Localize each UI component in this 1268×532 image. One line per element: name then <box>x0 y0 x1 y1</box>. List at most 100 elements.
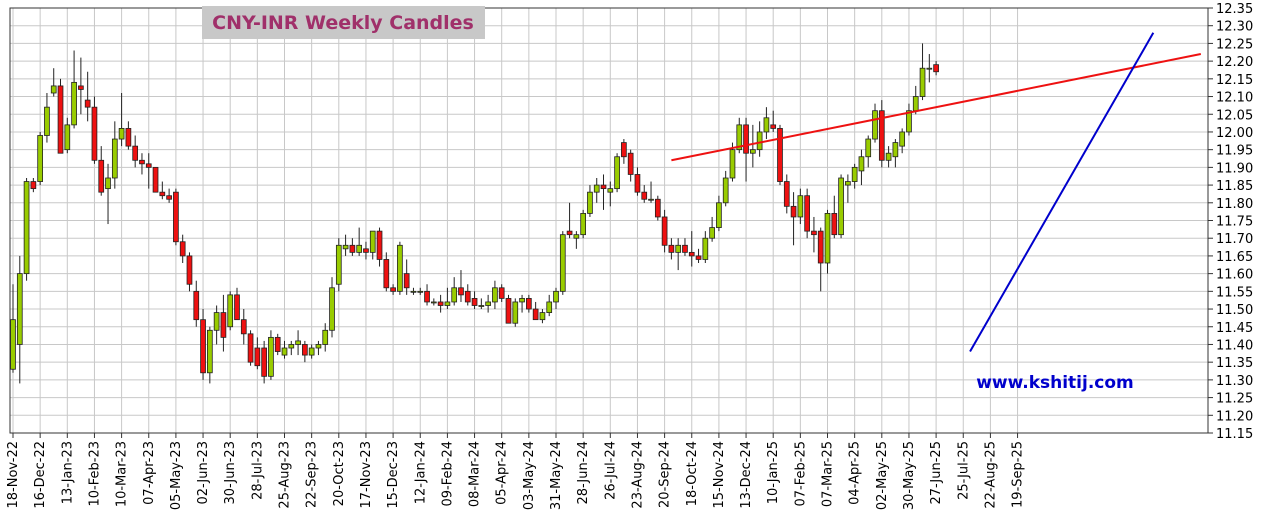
chart-title-background <box>202 6 485 39</box>
candle-body-down <box>505 298 512 324</box>
x-tick-label: 22-Sep-23 <box>305 441 320 508</box>
x-tick-label: 13-Jan-23 <box>60 441 75 504</box>
candle-body-up <box>444 301 451 306</box>
x-tick-label: 10-Mar-23 <box>115 441 130 507</box>
candle-body-up <box>268 336 274 377</box>
candle-body-up <box>573 234 580 239</box>
candle-body-up <box>702 237 709 260</box>
y-tick-label: 11.80 <box>1216 197 1253 212</box>
candle-body-down <box>668 244 675 253</box>
y-tick-label: 11.90 <box>1216 161 1253 176</box>
candle-body-down <box>159 191 166 197</box>
candle-body-up <box>213 312 220 331</box>
candle-body-up <box>23 181 30 275</box>
x-tick-label: 17-Nov-23 <box>359 441 374 509</box>
candle-body-up <box>322 329 329 345</box>
candle-body-down <box>641 191 648 200</box>
candle-body-down <box>274 336 281 352</box>
candle-body-up <box>342 244 349 250</box>
x-tick-label: 19-Sep-25 <box>1011 441 1026 508</box>
candle-body-down <box>261 347 267 377</box>
x-tick-label: 05-May-23 <box>169 441 184 510</box>
y-tick-label: 11.35 <box>1216 356 1253 371</box>
candle-body-down <box>220 312 227 338</box>
y-tick-label: 12.30 <box>1216 20 1253 35</box>
candle-body-up <box>899 131 906 147</box>
candle-body-up <box>885 152 892 161</box>
y-tick-label: 12.05 <box>1216 108 1253 123</box>
candle-body-up <box>10 319 16 370</box>
candle-body-down <box>91 106 98 161</box>
candle-body-down <box>526 298 532 310</box>
candle-body-down <box>179 241 186 257</box>
candle-body-up <box>614 156 620 190</box>
candle-body-down <box>566 230 573 236</box>
candle-body-up <box>553 290 559 303</box>
candle-body-down <box>688 251 695 257</box>
y-tick-label: 11.70 <box>1216 232 1253 247</box>
candle-body-down <box>200 319 206 374</box>
chart-title: CNY-INR Weekly Candles <box>212 12 474 34</box>
y-tick-label: 12.10 <box>1216 91 1253 106</box>
candle-body-up <box>912 96 919 112</box>
candle-body-down <box>376 230 383 260</box>
candle-body-up <box>281 347 288 356</box>
x-tick-label: 07-Feb-25 <box>793 441 808 506</box>
candle-body-down <box>186 255 193 285</box>
candle-body-down <box>139 159 145 165</box>
candle-body-up <box>478 305 485 307</box>
candle-body-down <box>166 195 172 200</box>
candle-body-down <box>464 290 471 303</box>
y-tick-label: 11.25 <box>1216 392 1253 407</box>
x-tick-label: 10-Jan-25 <box>766 441 781 504</box>
y-tick-label: 11.15 <box>1216 427 1253 442</box>
candle-body-up <box>709 227 715 239</box>
x-tick-label: 20-Sep-24 <box>658 441 673 508</box>
y-tick-label: 12.35 <box>1216 2 1253 17</box>
x-tick-label: 30-Jun-23 <box>223 441 238 505</box>
y-tick-label: 12.15 <box>1216 73 1253 88</box>
candle-body-up <box>227 294 234 328</box>
candles <box>10 43 939 384</box>
candle-body-up <box>485 301 491 306</box>
candle-body-down <box>743 124 749 154</box>
candle-body-down <box>783 181 790 207</box>
candle-body-up <box>369 230 376 253</box>
y-tick-label: 11.40 <box>1216 338 1253 353</box>
x-tick-label: 10-Feb-23 <box>87 441 102 506</box>
candle-body-down <box>145 163 152 168</box>
candle-body-up <box>851 166 858 182</box>
candle-body-up <box>763 117 770 133</box>
candle-body-up <box>716 202 722 228</box>
candle-body-up <box>865 138 872 158</box>
candle-body-up <box>37 135 43 182</box>
x-tick-label: 09-Feb-24 <box>440 441 455 506</box>
x-tick-label: 22-Aug-25 <box>983 441 998 509</box>
candle-body-up <box>329 287 335 331</box>
candle-body-up <box>519 298 525 303</box>
candle-body-up <box>729 149 736 179</box>
candle-body-up <box>451 287 458 303</box>
candle-body-up <box>736 124 743 151</box>
candle-body-down <box>498 287 505 299</box>
candle-body-up <box>295 340 301 345</box>
watermark-text: www.kshitij.com <box>976 373 1134 393</box>
candle-body-up <box>926 67 933 70</box>
candle-body-up <box>288 344 295 349</box>
candle-body-down <box>424 290 430 303</box>
candle-body-up <box>16 273 23 345</box>
candle-body-down <box>84 99 91 108</box>
candle-body-down <box>363 248 369 253</box>
candle-body-down <box>132 145 139 161</box>
candle-body-down <box>240 319 247 335</box>
candle-body-down <box>458 287 464 296</box>
candle-body-down <box>933 64 939 73</box>
candle-body-down <box>437 301 444 306</box>
x-tick-label: 27-Jun-25 <box>929 441 944 505</box>
candle-body-up <box>44 106 50 136</box>
candle-body-up <box>593 184 600 193</box>
candle-body-down <box>600 184 607 190</box>
candle-body-down <box>621 142 627 158</box>
candle-body-down <box>878 110 885 161</box>
